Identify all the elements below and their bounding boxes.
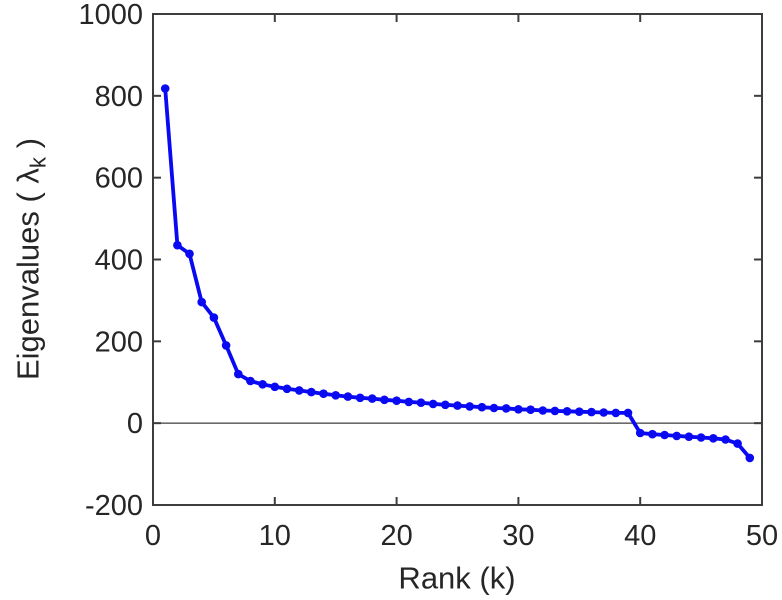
- data-point-marker: [623, 408, 633, 418]
- x-tick-label: 0: [145, 520, 161, 552]
- y-tick-label: 400: [95, 245, 143, 277]
- y-tick-label: 0: [127, 408, 143, 440]
- data-point-marker: [709, 434, 718, 443]
- y-axis-label-subscript: k: [25, 156, 51, 169]
- x-tick-label: 50: [746, 520, 778, 552]
- data-point-marker: [367, 394, 377, 403]
- x-tick-label: 20: [380, 520, 412, 552]
- y-tick-label: 1000: [78, 0, 143, 31]
- data-point-marker: [611, 408, 621, 418]
- data-point-marker: [538, 406, 548, 415]
- data-point-marker: [307, 387, 316, 397]
- y-tick-label: 600: [95, 163, 143, 195]
- data-point-marker: [477, 402, 487, 412]
- data-point-marker: [173, 240, 182, 250]
- data-point-marker: [562, 407, 572, 416]
- data-point-marker: [684, 432, 694, 442]
- data-point-marker: [258, 380, 267, 389]
- x-axis-label: Rank (k): [398, 563, 515, 594]
- data-point-marker: [270, 382, 280, 392]
- data-point-marker: [733, 439, 742, 448]
- data-point-marker: [514, 405, 523, 414]
- data-point-marker: [416, 398, 426, 408]
- data-point-marker: [234, 369, 243, 379]
- data-point-marker: [404, 397, 414, 407]
- data-point-marker: [599, 408, 608, 417]
- y-axis-label-prefix: Eigenvalues ( λ: [10, 168, 46, 381]
- data-point-marker: [197, 297, 206, 307]
- data-point-marker: [648, 429, 657, 439]
- data-point-marker: [660, 430, 669, 440]
- y-axis-label-suffix: ): [10, 137, 46, 157]
- y-tick-label: 200: [95, 326, 143, 358]
- data-point-marker: [294, 386, 304, 395]
- data-point-marker: [282, 384, 292, 394]
- data-point-marker: [441, 400, 450, 410]
- data-point-marker: [319, 389, 328, 399]
- data-point-marker: [489, 403, 499, 413]
- data-point-marker: [587, 407, 596, 417]
- data-point-marker: [465, 402, 475, 411]
- data-point-marker: [392, 396, 401, 406]
- x-tick-label: 10: [259, 520, 291, 552]
- data-point-marker: [672, 431, 681, 441]
- data-point-marker: [246, 376, 255, 386]
- data-point-marker: [185, 249, 194, 259]
- x-tick-label: 40: [624, 520, 656, 552]
- data-point-marker: [428, 399, 438, 409]
- data-point-marker: [635, 428, 645, 438]
- data-point-marker: [575, 407, 584, 417]
- x-axis-label-text: Rank (k): [398, 560, 516, 596]
- data-point-marker: [721, 435, 730, 444]
- data-point-marker: [343, 392, 353, 401]
- data-point-marker: [526, 405, 535, 415]
- plot-box: [152, 13, 763, 506]
- data-point-marker: [221, 341, 231, 350]
- data-point-marker: [550, 406, 560, 416]
- data-point-marker: [331, 391, 341, 400]
- data-point-marker: [380, 395, 389, 405]
- y-tick-label: 800: [95, 81, 143, 113]
- data-point-marker: [160, 84, 170, 93]
- x-tick-label: 30: [502, 520, 534, 552]
- data-point-marker: [453, 401, 462, 410]
- y-axis-label: Eigenvalues ( λk ): [10, 137, 51, 381]
- data-point-marker: [696, 433, 706, 442]
- data-point-marker: [745, 453, 755, 463]
- data-point-marker: [209, 313, 219, 322]
- y-tick-label: -200: [85, 490, 143, 522]
- data-point-marker: [501, 404, 511, 413]
- data-point-marker: [355, 393, 365, 403]
